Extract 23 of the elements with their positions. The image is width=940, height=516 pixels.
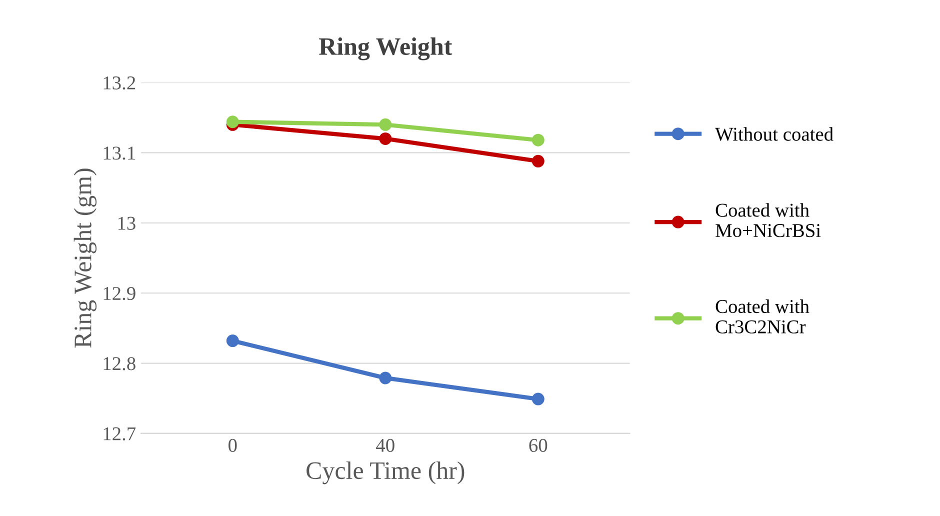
legend-label: Coated with Mo+NiCrBSi: [716, 203, 821, 238]
y-tick-label: 12.8: [104, 357, 136, 370]
y-tick-label: 12.9: [104, 286, 136, 300]
point: [532, 392, 544, 406]
point: [379, 118, 392, 131]
y-tick-label: 12.7: [104, 427, 136, 440]
legend-label: Coated with Cr3C2NiCr: [716, 299, 810, 334]
x-axis-title: Cycle Time (hr): [306, 461, 464, 484]
point: [532, 154, 544, 168]
legend-label: Without coated: [715, 127, 834, 141]
point: [379, 372, 392, 384]
chart-title: Ring Weight: [319, 37, 452, 60]
x-tick-label: 40: [376, 438, 394, 452]
point: [226, 334, 239, 348]
x-tick-label: 60: [529, 438, 548, 452]
y-axis-title: Ring Weight (gm): [74, 168, 97, 348]
y-tick-label: 13: [118, 216, 136, 230]
point: [226, 116, 239, 128]
x-tick-label: 0: [228, 438, 237, 452]
point: [532, 134, 544, 146]
y-tick-label: 13.2: [104, 76, 136, 90]
point: [379, 132, 392, 145]
y-tick-label: 13.1: [104, 146, 135, 160]
